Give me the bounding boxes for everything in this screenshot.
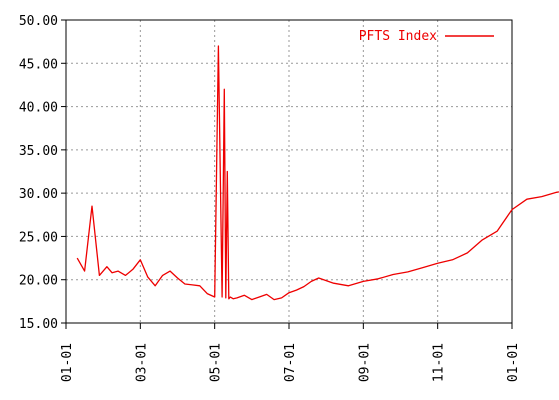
axes: 15.00 20.00 25.00 30.00 35.00 40.00 45.00 50.00… <box>19 14 521 382</box>
legend: PFTS Index <box>359 29 494 44</box>
x-tick-label: 07-01 <box>283 343 298 382</box>
x-tick-label: 01-01 <box>506 343 521 382</box>
y-tick-label: 25.00 <box>19 230 58 245</box>
series-line-pfts-index <box>76 45 559 301</box>
legend-label: PFTS Index <box>359 29 437 44</box>
y-tick-label: 40.00 <box>19 101 58 116</box>
x-tick-label: 09-01 <box>357 343 372 382</box>
x-tick-label: 03-01 <box>134 343 149 382</box>
series-layer <box>76 45 559 301</box>
y-tick-label: 50.00 <box>19 14 58 29</box>
gridlines <box>66 20 512 323</box>
x-tick-label: 05-01 <box>209 343 224 382</box>
y-tick-label: 45.00 <box>19 57 58 72</box>
y-tick-label: 15.00 <box>19 317 58 332</box>
y-tick-label: 35.00 <box>19 144 58 159</box>
y-tick-label: 30.00 <box>19 187 58 202</box>
x-tick-label: 11-01 <box>432 343 447 382</box>
y-tick-label: 20.00 <box>19 274 58 289</box>
x-tick-label: 01-01 <box>60 343 75 382</box>
